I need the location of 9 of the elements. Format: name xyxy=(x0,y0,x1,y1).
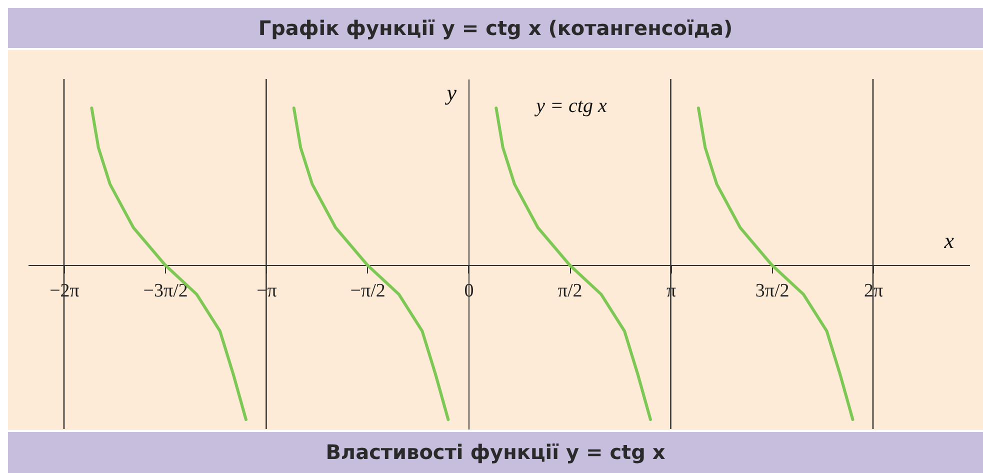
chart-title: Графік функції y = ctg x (котангенсоїда) xyxy=(8,8,983,48)
x-axis-title: x xyxy=(943,228,954,253)
text: Властивості функції y = ctg x xyxy=(8,432,983,473)
x-tick-label: −3π/2 xyxy=(143,280,188,302)
series-label: y = ctg x xyxy=(534,95,607,118)
x-tick-label: −π/2 xyxy=(350,280,386,302)
x-tick-label: 3π/2 xyxy=(755,280,790,302)
y-axis-title: y xyxy=(444,80,457,105)
x-tick-label: π/2 xyxy=(558,280,582,302)
